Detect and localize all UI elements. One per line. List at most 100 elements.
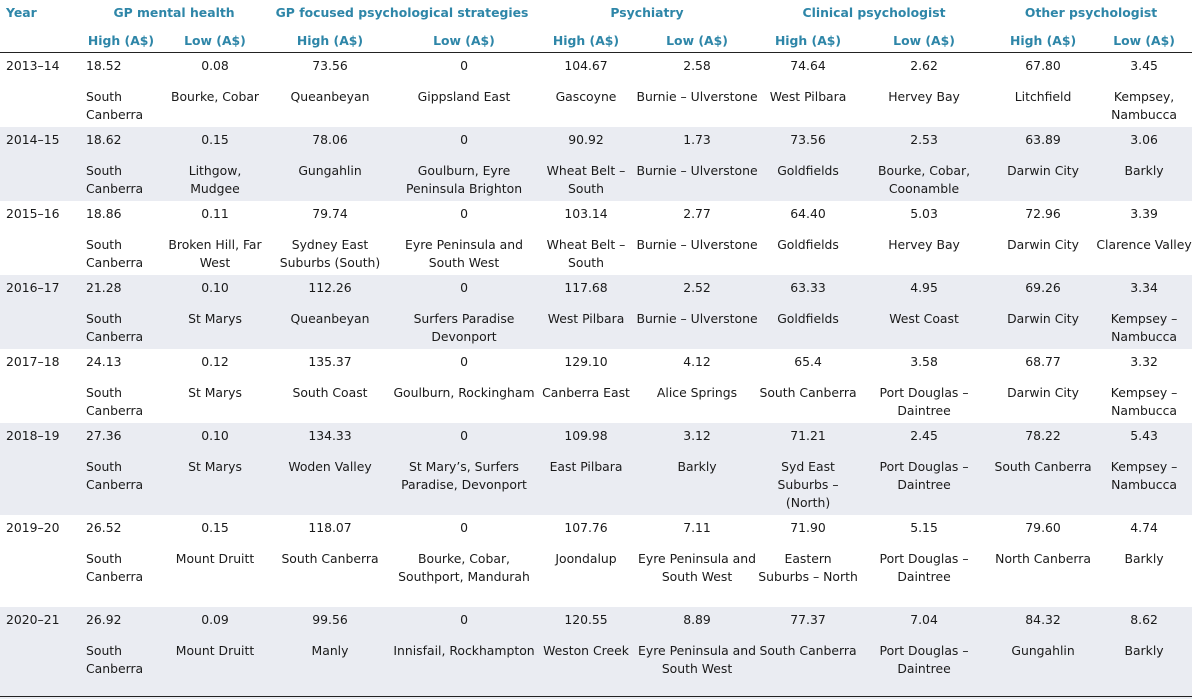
value-cell: 135.37	[308, 353, 352, 369]
high-header: High (A$)	[758, 30, 859, 53]
value-cell: 0	[460, 611, 468, 627]
value-cell: 117.68	[564, 279, 608, 295]
value-cell: 3.06	[1130, 131, 1158, 147]
low-header: Low (A$)	[858, 30, 991, 53]
value-cell: 109.98	[564, 427, 608, 443]
value-cell: 0	[460, 205, 468, 221]
location-cell: Goldfields	[777, 162, 839, 178]
location-cell: Goulburn, Eyre Peninsula Brighton	[405, 162, 523, 196]
location-cell: Goldfields	[777, 236, 839, 252]
high-header: High (A$)	[990, 30, 1097, 53]
location-cell: East Pilbara	[549, 458, 623, 474]
value-cell: 72.96	[1025, 205, 1061, 221]
location-cell: Syd East Suburbs – (North)	[777, 458, 839, 510]
value-cell: 64.40	[790, 205, 826, 221]
high-header: High (A$)	[268, 30, 392, 53]
location-cell: South Canberra	[759, 384, 857, 400]
value-cell: 21.28	[86, 279, 122, 295]
value-cell: 2.58	[683, 58, 711, 73]
value-cell: 103.14	[564, 205, 608, 221]
value-cell: 3.39	[1130, 205, 1158, 221]
year-cell: 2014–15	[6, 131, 60, 147]
year-cell: 2016–17	[6, 279, 60, 295]
table-row-locations: South Canberra Bourke, Cobar Queanbeyan Gip…	[0, 79, 1192, 127]
location-cell: Burnie – Ulverstone	[636, 162, 758, 178]
value-cell: 27.36	[86, 427, 122, 443]
year-cell: 2015–16	[6, 205, 60, 221]
value-cell: 18.52	[86, 58, 122, 73]
table-row: 2020–21 26.92 0.09 99.56 0 120.55 8.89 77.37 7.0…	[0, 606, 1192, 633]
location-cell: Joondalup	[555, 550, 617, 566]
location-cell: St Marys	[188, 310, 242, 326]
location-cell: Port Douglas – Daintree	[879, 384, 969, 418]
table-row: 2015–16 18.86 0.11 79.74 0 103.14 2.77 64.40 5.0…	[0, 201, 1192, 227]
table-row-locations: South Canberra Broken Hill, Far West Sydne…	[0, 227, 1192, 275]
value-cell: 134.33	[308, 427, 352, 443]
value-cell: 120.55	[564, 611, 608, 627]
value-cell: 78.22	[1025, 427, 1061, 443]
value-cell: 79.60	[1025, 519, 1061, 535]
value-cell: 4.12	[683, 353, 711, 369]
location-cell: Mount Druitt	[175, 642, 255, 658]
location-cell: South Canberra	[994, 458, 1092, 474]
location-cell: West Pilbara	[769, 88, 847, 104]
table-row: 2013–14 18.52 0.08 73.56 0 104.67 2.58 74.64 2.6…	[0, 53, 1192, 79]
value-cell: 0.12	[201, 353, 229, 369]
value-cell: 0	[460, 353, 468, 369]
location-cell: South Canberra	[86, 88, 144, 122]
value-cell: 99.56	[312, 611, 348, 627]
year-cell: 2020–21	[6, 611, 60, 627]
table-row-locations: South Canberra Mount Druitt South Canberra…	[0, 541, 1192, 607]
location-cell: Queanbeyan	[290, 310, 370, 326]
value-cell: 0.15	[201, 519, 229, 535]
low-header: Low (A$)	[1096, 30, 1192, 53]
location-cell: Burnie – Ulverstone	[636, 310, 758, 326]
value-cell: 7.04	[910, 611, 938, 627]
value-cell: 8.62	[1130, 611, 1158, 627]
table-row-locations: South Canberra St Marys Woden Valley St Mar…	[0, 448, 1192, 515]
value-cell: 1.73	[683, 131, 711, 147]
location-cell: Darwin City	[1007, 236, 1079, 252]
value-cell: 65.4	[794, 353, 822, 369]
location-cell: Broken Hill, Far West	[168, 236, 262, 270]
value-cell: 78.06	[312, 131, 348, 147]
gp-focused-strategies-header: GP focused psychological strategies	[275, 5, 529, 20]
value-cell: 26.92	[86, 611, 122, 627]
location-cell: South Canberra	[86, 310, 144, 344]
clinical-psychologist-header: Clinical psychologist	[802, 5, 946, 20]
value-cell: 0	[460, 279, 468, 295]
location-cell: South Canberra	[86, 162, 144, 196]
year-cell: 2019–20	[6, 519, 60, 535]
location-cell: Darwin City	[1007, 384, 1079, 400]
value-cell: 0.10	[201, 427, 229, 443]
location-cell: St Marys	[188, 458, 242, 474]
location-cell: Surfers Paradise Devonport	[413, 310, 515, 344]
year-cell: 2017–18	[6, 353, 60, 369]
value-cell: 3.45	[1130, 58, 1158, 73]
psychiatry-header: Psychiatry	[610, 5, 684, 20]
table-row-locations: South Canberra St Marys South Coast Goulbur…	[0, 375, 1192, 423]
location-cell: Barkly	[677, 458, 717, 474]
value-cell: 73.56	[790, 131, 826, 147]
value-cell: 5.03	[910, 205, 938, 221]
value-cell: 67.80	[1025, 58, 1061, 73]
value-cell: 5.15	[910, 519, 938, 535]
value-cell: 3.12	[683, 427, 711, 443]
location-cell: Port Douglas – Daintree	[879, 550, 969, 584]
value-cell: 0	[460, 427, 468, 443]
location-cell: St Marys	[188, 384, 242, 400]
location-cell: Gungahlin	[298, 162, 362, 178]
value-cell: 0	[460, 519, 468, 535]
location-cell: Kempsey – Nambucca	[1110, 310, 1178, 344]
location-cell: Darwin City	[1007, 162, 1079, 178]
low-header: Low (A$)	[636, 30, 759, 53]
location-cell: Kempsey – Nambucca	[1110, 458, 1178, 492]
value-cell: 8.89	[683, 611, 711, 627]
value-cell: 0.09	[201, 611, 229, 627]
location-cell: Canberra East	[542, 384, 630, 400]
header-sub-row: High (A$) Low (A$) High (A$) Low (A$) Hi…	[0, 30, 1192, 53]
location-cell: Manly	[311, 642, 349, 658]
value-cell: 0.11	[201, 205, 229, 221]
location-cell: North Canberra	[995, 550, 1091, 566]
location-cell: Port Douglas – Daintree	[879, 642, 969, 676]
